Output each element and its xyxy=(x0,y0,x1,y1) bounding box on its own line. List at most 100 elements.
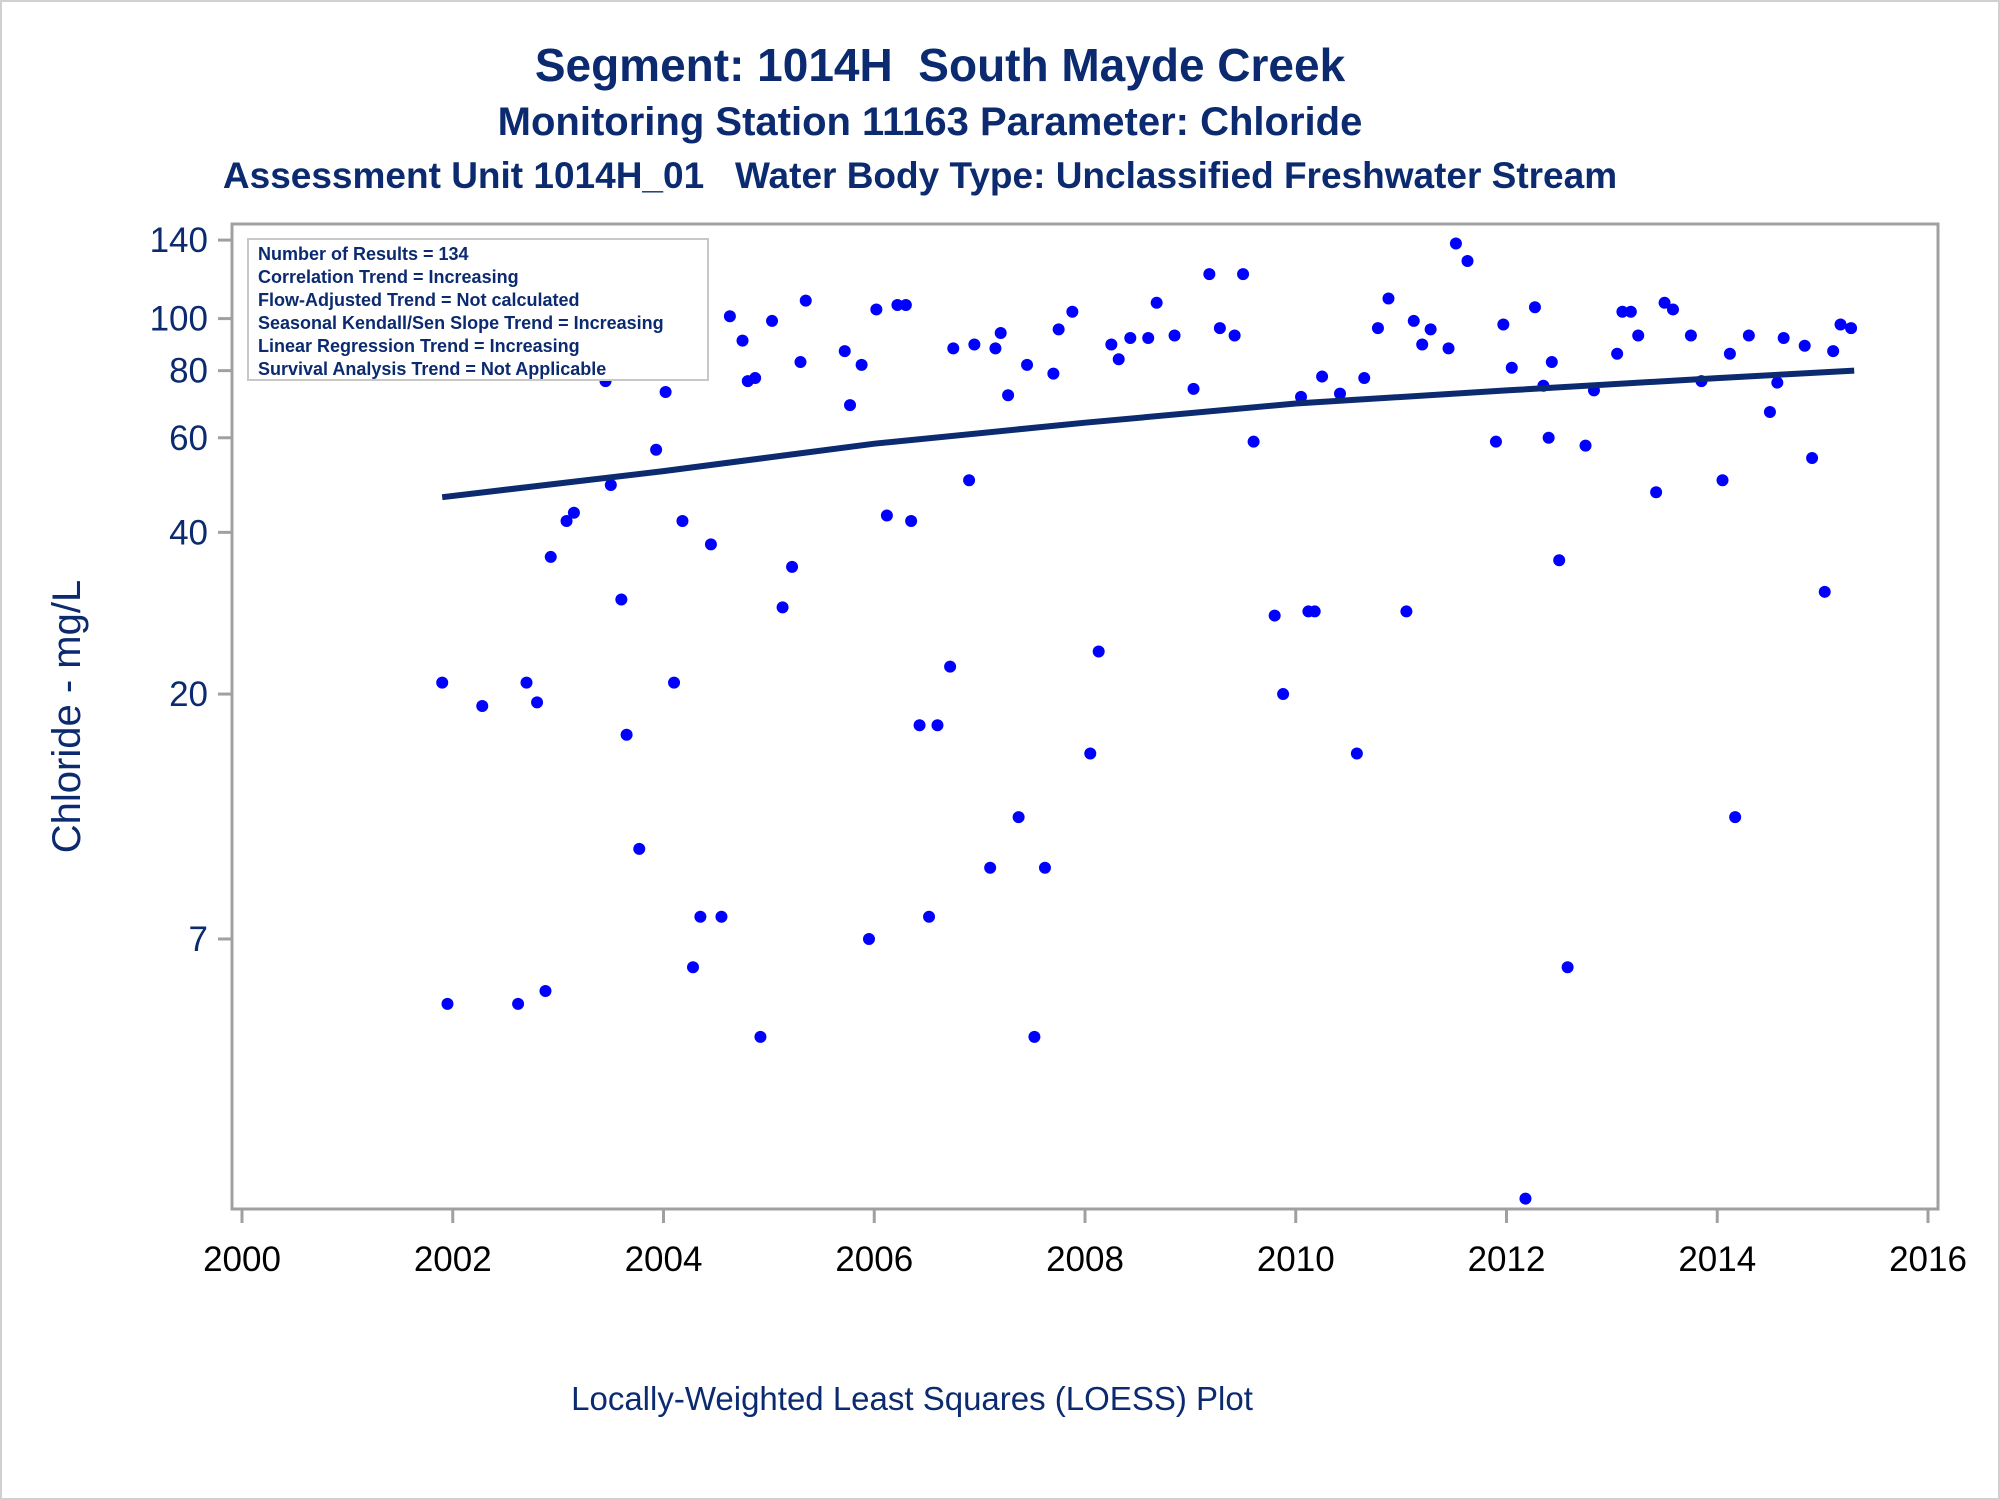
data-point xyxy=(1277,688,1290,701)
data-point xyxy=(1449,237,1462,250)
data-point xyxy=(1561,961,1574,974)
inset-stat-line: Seasonal Kendall/Sen Slope Trend = Incre… xyxy=(258,313,664,333)
chart-subtitle: Monitoring Station 11163 Parameter: Chlo… xyxy=(497,100,1363,144)
data-point xyxy=(799,294,812,307)
data-point xyxy=(870,303,883,316)
data-point xyxy=(1066,305,1079,318)
data-point xyxy=(1611,347,1624,360)
data-point xyxy=(994,327,1007,340)
data-point xyxy=(1203,268,1216,281)
data-point xyxy=(1124,332,1137,345)
data-point xyxy=(736,334,749,347)
data-point xyxy=(1308,605,1321,618)
data-point xyxy=(723,310,736,323)
data-point xyxy=(1247,435,1260,448)
data-point xyxy=(1416,338,1429,351)
x-tick-label: 2002 xyxy=(414,1240,492,1279)
data-point xyxy=(1268,609,1281,622)
data-point xyxy=(862,932,875,945)
data-point xyxy=(1112,353,1125,366)
y-tick-label: 80 xyxy=(169,352,208,391)
data-point xyxy=(1187,382,1200,395)
data-point xyxy=(1650,486,1663,499)
data-point xyxy=(905,514,918,527)
data-point xyxy=(676,514,689,527)
data-point xyxy=(615,593,628,606)
x-tick-label: 2008 xyxy=(1046,1240,1124,1279)
inset-stat-line: Number of Results = 134 xyxy=(258,244,469,264)
data-point xyxy=(604,479,617,492)
x-tick-label: 2016 xyxy=(1889,1240,1967,1279)
data-point xyxy=(1497,318,1510,331)
data-point xyxy=(704,538,717,551)
data-point xyxy=(776,601,789,614)
data-point xyxy=(620,728,633,741)
data-point xyxy=(786,560,799,573)
data-point xyxy=(947,342,960,355)
data-point xyxy=(1684,329,1697,342)
footnote: Locally-Weighted Least Squares (LOESS) P… xyxy=(571,1380,1253,1417)
data-point xyxy=(1228,329,1241,342)
data-point xyxy=(1763,406,1776,419)
y-tick-label: 40 xyxy=(169,513,208,552)
data-point xyxy=(1371,322,1384,335)
chart-title: Segment: 1014H South Mayde Creek xyxy=(534,39,1346,91)
data-point xyxy=(1213,322,1226,335)
data-point xyxy=(963,474,976,487)
data-point xyxy=(1545,356,1558,369)
data-point xyxy=(844,399,857,412)
trend-line xyxy=(441,367,1855,501)
data-point xyxy=(436,676,449,689)
data-point xyxy=(1834,318,1847,331)
data-point xyxy=(1358,372,1371,385)
data-point xyxy=(891,298,904,311)
data-point xyxy=(1528,301,1541,314)
inset-stat-line: Linear Regression Trend = Increasing xyxy=(258,336,580,356)
data-point xyxy=(1806,452,1819,465)
data-point xyxy=(989,342,1002,355)
data-point xyxy=(633,842,646,855)
data-point xyxy=(1424,323,1437,336)
data-point xyxy=(1442,342,1455,355)
data-point xyxy=(1168,329,1181,342)
data-point xyxy=(1407,314,1420,327)
data-point xyxy=(668,676,681,689)
inset-stat-line: Correlation Trend = Increasing xyxy=(258,267,519,287)
data-point xyxy=(1092,645,1105,658)
data-point xyxy=(1021,358,1034,371)
data-point xyxy=(1028,1030,1041,1043)
data-point xyxy=(1012,811,1025,824)
data-point xyxy=(567,506,580,519)
data-point xyxy=(1237,268,1250,281)
data-point xyxy=(1777,332,1790,345)
data-point xyxy=(1316,370,1329,383)
data-point xyxy=(1542,431,1555,444)
data-point xyxy=(1052,323,1065,336)
data-point xyxy=(1723,347,1736,360)
data-point xyxy=(476,700,489,713)
data-point xyxy=(899,298,912,311)
data-point xyxy=(1334,387,1347,400)
data-point xyxy=(1002,389,1015,402)
data-point xyxy=(855,358,868,371)
y-tick-label: 20 xyxy=(169,675,208,714)
y-axis: 7 20 40 60 80 100 140 xyxy=(150,221,232,959)
data-point xyxy=(913,719,926,732)
data-point xyxy=(1142,332,1155,345)
data-point xyxy=(1105,338,1118,351)
data-point xyxy=(1845,322,1858,335)
data-point xyxy=(1616,305,1629,318)
y-axis-title: Chloride - mg/L xyxy=(45,580,89,853)
data-point xyxy=(1632,329,1645,342)
data-point xyxy=(749,372,762,385)
x-axis: 2000 2002 2004 2006 2008 2010 2012 2014 2016 xyxy=(203,1209,1967,1279)
data-point xyxy=(880,509,893,522)
data-point xyxy=(923,910,936,923)
data-point xyxy=(544,550,557,563)
x-tick-label: 2014 xyxy=(1678,1240,1756,1279)
x-tick-label: 2000 xyxy=(203,1240,281,1279)
data-point xyxy=(659,386,672,399)
x-tick-label: 2004 xyxy=(625,1240,703,1279)
data-point xyxy=(766,314,779,327)
data-point xyxy=(441,997,454,1010)
